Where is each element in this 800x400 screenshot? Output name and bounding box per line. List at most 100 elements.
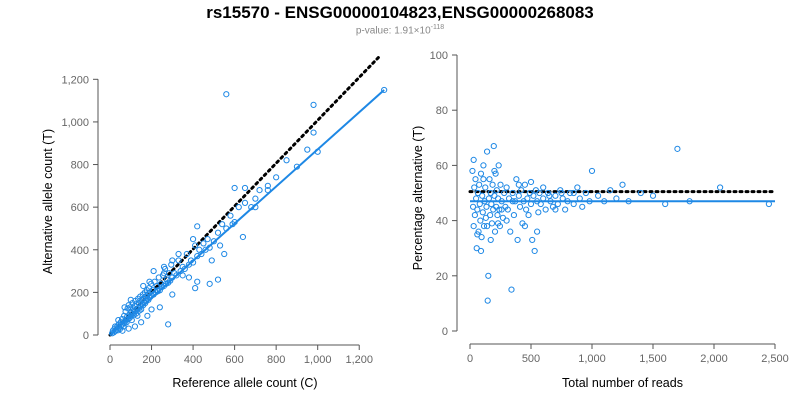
data-point <box>131 323 139 330</box>
data-point <box>478 234 485 241</box>
y-tick-label: 0 <box>83 330 89 342</box>
data-point <box>208 257 215 264</box>
data-point <box>566 189 574 197</box>
data-point <box>479 192 486 199</box>
data-point <box>504 206 511 213</box>
y-tick-label: 600 <box>71 202 89 214</box>
data-point <box>165 321 172 328</box>
data-point <box>381 86 388 94</box>
data-point <box>480 162 487 169</box>
x-tick-label: 1,200 <box>345 354 373 366</box>
data-point <box>482 214 489 221</box>
y-tick-label: 60 <box>436 160 448 172</box>
data-point <box>469 203 477 210</box>
x-axis-label: Reference allele count (C) <box>172 376 317 390</box>
data-point <box>304 146 311 153</box>
data-point <box>491 228 499 235</box>
data-point <box>273 174 280 181</box>
data-point <box>219 221 226 228</box>
data-point <box>515 192 522 199</box>
data-point <box>227 212 234 219</box>
x-tick-label: 1,500 <box>639 353 667 365</box>
data-point <box>477 170 485 177</box>
x-tick-label: 1,000 <box>578 353 606 365</box>
data-point <box>574 184 581 191</box>
x-tick-label: 2,000 <box>700 353 728 365</box>
data-point <box>264 182 271 189</box>
data-point <box>127 296 134 303</box>
data-point <box>471 184 478 191</box>
data-point <box>474 206 481 213</box>
y-tick-label: 800 <box>71 160 89 172</box>
data-point <box>241 199 249 206</box>
data-point <box>283 157 290 164</box>
data-point <box>558 189 565 197</box>
data-point <box>185 274 193 281</box>
data-point <box>148 306 155 313</box>
data-point <box>491 192 498 199</box>
data-point <box>552 206 559 213</box>
data-point <box>649 192 657 199</box>
data-point <box>472 176 479 183</box>
data-point <box>124 305 131 312</box>
data-point <box>521 223 529 230</box>
data-point <box>674 145 681 152</box>
data-point <box>119 327 126 334</box>
data-point <box>216 242 224 249</box>
data-point <box>534 228 541 235</box>
data-point <box>542 206 549 213</box>
data-point <box>486 176 493 183</box>
data-point <box>508 286 515 293</box>
data-point <box>175 250 182 258</box>
data-point <box>164 276 171 283</box>
data-point <box>516 203 524 210</box>
data-point <box>480 223 488 230</box>
x-tick-label: 400 <box>184 354 202 366</box>
x-tick-label: 1,000 <box>304 354 332 366</box>
x-tick-label: 600 <box>225 354 243 366</box>
data-point <box>239 233 247 241</box>
y-axis-label: Percentage alternative (T) <box>411 126 425 271</box>
data-point <box>150 267 157 275</box>
data-point <box>160 263 168 270</box>
data-point <box>501 189 508 197</box>
data-point <box>499 214 507 221</box>
data-point <box>525 211 532 219</box>
data-point <box>717 184 724 191</box>
data-point <box>146 278 153 285</box>
p-value-subtitle: p-value: 1.91×10-118 <box>0 24 800 36</box>
page-title: rs15570 - ENSG00000104823,ENSG0000026808… <box>206 3 594 22</box>
data-point <box>204 236 211 243</box>
y-tick-label: 20 <box>436 271 448 283</box>
data-point <box>494 211 501 219</box>
data-point <box>183 250 190 258</box>
y-tick-label: 40 <box>436 216 448 228</box>
data-point <box>156 304 163 311</box>
data-point <box>206 280 213 287</box>
data-point <box>470 223 477 230</box>
plot-2: 0 500 1,000 1,500 2,000 2,500 0 20 40 60 80 100 Tota… <box>411 50 789 390</box>
x-tick-label: 800 <box>267 354 285 366</box>
y-axis-label: Alternative allele count (T) <box>41 129 55 274</box>
data-point <box>588 167 596 175</box>
data-point <box>483 203 490 210</box>
data-point <box>487 211 494 219</box>
data-point <box>235 204 242 211</box>
data-point <box>619 181 626 188</box>
data-point <box>494 220 502 227</box>
data-point <box>469 167 476 175</box>
data-point <box>607 187 614 194</box>
data-point <box>175 257 182 264</box>
data-point <box>194 223 201 230</box>
data-point <box>168 261 175 268</box>
data-point <box>562 206 569 213</box>
data-point <box>252 195 259 202</box>
data-point <box>529 236 536 244</box>
y-tick-label: 1,000 <box>61 117 89 129</box>
data-point <box>192 285 199 292</box>
y-tick-label: 400 <box>71 245 89 257</box>
data-point <box>223 91 230 98</box>
data-point <box>509 189 516 197</box>
data-point <box>489 181 496 188</box>
data-point <box>495 162 502 169</box>
